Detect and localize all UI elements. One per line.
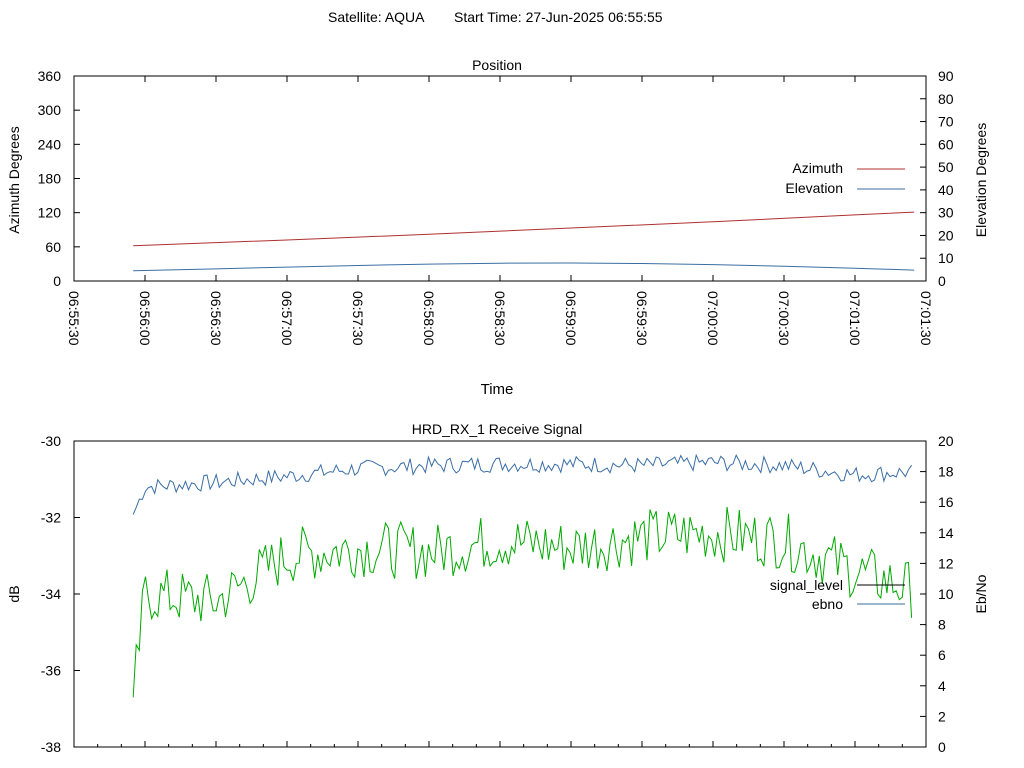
signal-series (132, 453, 913, 698)
position-y2-tick-label: 60 (938, 136, 954, 152)
signal-y-tick-label: -30 (41, 433, 61, 449)
position-x-tick-label: 06:59:30 (634, 291, 650, 346)
signal-y-tick-label: -38 (41, 739, 61, 755)
position-y2-tick-label: 90 (938, 68, 954, 84)
position-y-tick-label: 0 (53, 273, 61, 289)
position-y-tick-label: 360 (38, 68, 62, 84)
signal-ylabel: dB (6, 585, 22, 602)
position-x-tick-label: 07:01:00 (847, 291, 863, 346)
position-series-elevation-line (133, 262, 915, 272)
position-x-tick-label: 06:57:30 (350, 291, 366, 346)
position-x-tick-label: 06:56:00 (137, 291, 153, 346)
signal-y2-tick-label: 4 (938, 678, 946, 694)
signal-y2-tick-label: 20 (938, 433, 954, 449)
position-x-tick-label: 06:58:00 (421, 291, 437, 346)
signal-legend: signal_level ebno (770, 577, 905, 612)
position-plot-frame (73, 75, 927, 282)
position-y2-tick-label: 30 (938, 205, 954, 221)
position-y2-tick-label: 20 (938, 227, 954, 243)
position-ylabel: Azimuth Degrees (6, 126, 22, 233)
position-y-tick-label: 60 (45, 239, 61, 255)
legend-signal-level-label: signal_level (770, 577, 843, 593)
position-x-tick-label: 06:56:30 (208, 291, 224, 346)
signal-y-tick-label: -32 (41, 510, 61, 526)
position-y2-tick-label: 70 (938, 114, 954, 130)
signal-y-tick-label: -34 (41, 586, 61, 602)
position-x-tick-label: 07:00:30 (776, 291, 792, 346)
signal-y2-tick-label: 6 (938, 647, 946, 663)
header-satellite: Satellite: AQUA (328, 9, 425, 25)
position-y2label: Elevation Degrees (973, 123, 989, 237)
legend-azimuth-label: Azimuth (792, 160, 843, 176)
position-y-tick-label: 120 (38, 205, 62, 221)
position-y2-tick-label: 80 (938, 91, 954, 107)
position-x-tick-label: 06:57:00 (279, 291, 295, 346)
signal-y2-tick-label: 8 (938, 617, 946, 633)
position-y-tick-label: 300 (38, 102, 62, 118)
position-axes: 0 60 120 180 240 300 360 0 10 20 30 40 50 60 70 80 90 06:… (38, 68, 954, 346)
signal-chart: HRD_RX_1 Receive Signal dB Eb/No -30-32-… (6, 421, 989, 755)
position-x-tick-label: 07:00:00 (705, 291, 721, 346)
signal-y2-tick-label: 12 (938, 555, 954, 571)
signal-series-ebno-line (132, 453, 913, 515)
position-x-tick-label: 06:58:30 (492, 291, 508, 346)
signal-y2label: Eb/No (973, 574, 989, 613)
signal-y2-tick-label: 2 (938, 708, 946, 724)
position-x-tick-label: 06:59:00 (563, 291, 579, 346)
signal-y2-tick-label: 18 (938, 464, 954, 480)
signal-series-unnamed-line (132, 506, 913, 698)
signal-y2-tick-label: 16 (938, 494, 954, 510)
position-y2-tick-label: 50 (938, 159, 954, 175)
position-xlabel: Time (481, 381, 514, 398)
header-start-time: Start Time: 27-Jun-2025 06:55:55 (454, 9, 663, 25)
position-chart: Position Time Azimuth Degrees Elevation … (6, 57, 989, 398)
position-legend: Azimuth Elevation (785, 160, 905, 196)
legend-elevation-label: Elevation (785, 180, 843, 196)
position-series (133, 211, 915, 272)
position-y2-tick-label: 10 (938, 250, 954, 266)
position-y-tick-label: 240 (38, 136, 62, 152)
position-series-azimuth-line (133, 211, 915, 247)
signal-y2-tick-label: 14 (938, 525, 954, 541)
signal-y2-tick-label: 0 (938, 739, 946, 755)
signal-axes: -30 -32 -34 -36 -38 0 2 4 6 8 10 12 14 16 18 20 (41, 433, 954, 755)
signal-y-tick-label: -36 (41, 663, 61, 679)
position-y-tick-label: 180 (38, 171, 62, 187)
position-y2-tick-label: 0 (938, 273, 946, 289)
position-y2-tick-label: 40 (938, 182, 954, 198)
position-title: Position (472, 57, 522, 73)
position-x-tick-label: 07:01:30 (918, 291, 934, 346)
signal-title: HRD_RX_1 Receive Signal (412, 421, 582, 437)
position-x-tick-label: 06:55:30 (66, 291, 82, 346)
legend-ebno-label: ebno (812, 596, 843, 612)
signal-y2-tick-label: 10 (938, 586, 954, 602)
